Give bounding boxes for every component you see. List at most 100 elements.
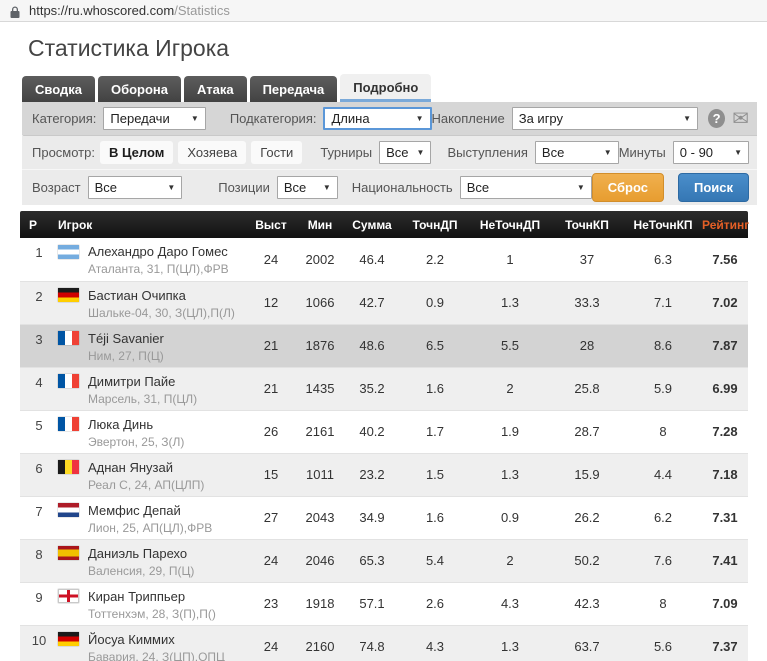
player-cell: Мемфис Депай Лион, 25, АП(ЦЛ),ФРВ xyxy=(58,496,246,540)
header-rank[interactable]: Р xyxy=(20,211,58,238)
player-name-link[interactable]: Аднан Янузай xyxy=(88,459,173,475)
acc-long-cell: 1.5 xyxy=(400,453,470,497)
positions-value: Все xyxy=(283,180,307,195)
filter-panel: Категория: Передачи ▼ Подкатегория: Длин… xyxy=(22,102,757,205)
acc-short-cell: 50.2 xyxy=(550,539,624,583)
chevron-down-icon: ▼ xyxy=(734,148,742,157)
mail-icon[interactable]: ✉ xyxy=(732,107,749,130)
player-cell: Димитри Пайе Марсель, 31, П(ЦЛ) xyxy=(58,367,246,411)
player-cell: Алехандро Даро Гомес Аталанта, 31, П(ЦЛ)… xyxy=(58,238,246,282)
player-name-link[interactable]: Бастиан Очипка xyxy=(88,287,186,303)
accumulation-select[interactable]: За игру ▼ xyxy=(511,107,699,130)
header-minutes[interactable]: Мин xyxy=(296,211,344,238)
player-name-link[interactable]: Йосуа Киммих xyxy=(88,631,175,647)
acc-short-cell: 28 xyxy=(550,324,624,368)
player-info: Реал С, 24, АП(ЦЛП) xyxy=(88,477,205,492)
inacc-short-cell: 7.6 xyxy=(624,539,702,583)
page-title: Статистика Игрока xyxy=(28,35,230,61)
player-cell: Аднан Янузай Реал С, 24, АП(ЦЛП) xyxy=(58,453,246,497)
tab-passing[interactable]: Передача xyxy=(249,76,338,102)
rating-cell: 7.18 xyxy=(702,453,748,497)
country-flag-icon xyxy=(58,589,79,603)
player-name-link[interactable]: Киран Триппьер xyxy=(88,588,186,604)
player-name-link[interactable]: Алехандро Даро Гомес xyxy=(88,244,228,259)
minutes-cell: 2002 xyxy=(296,238,344,282)
header-acc-long[interactable]: ТочнДП xyxy=(400,211,470,238)
table-row[interactable]: 3 Téji Savanier Ним, 27, П(Ц) 21 1876 48… xyxy=(20,324,748,368)
player-name-link[interactable]: Téji Savanier xyxy=(88,330,164,346)
search-button[interactable]: Поиск xyxy=(677,173,749,202)
country-flag-icon xyxy=(58,546,79,560)
table-row[interactable]: 10 Йосуа Киммих Бавария, 24, З(ЦП),ОПЦ 2… xyxy=(20,625,748,661)
player-info: Марсель, 31, П(ЦЛ) xyxy=(88,391,198,406)
inacc-long-cell: 1.3 xyxy=(470,281,550,325)
minutes-select[interactable]: 0 - 90 ▼ xyxy=(672,141,749,164)
acc-long-cell: 6.5 xyxy=(400,324,470,368)
acc-short-cell: 26.2 xyxy=(550,496,624,540)
acc-short-cell: 28.7 xyxy=(550,410,624,454)
player-name-link[interactable]: Даниэль Парехо xyxy=(88,545,188,561)
tab-detailed[interactable]: Подробно xyxy=(340,74,432,102)
table-row[interactable]: 9 Киран Триппьер Тоттенхэм, 28, З(П),П()… xyxy=(20,582,748,626)
total-cell: 65.3 xyxy=(344,539,400,583)
table-row[interactable]: 5 Люка Динь Эвертон, 25, З(Л) 26 2161 40… xyxy=(20,410,748,454)
table-row[interactable]: 6 Аднан Янузай Реал С, 24, АП(ЦЛП) 15 10… xyxy=(20,453,748,497)
total-cell: 23.2 xyxy=(344,453,400,497)
table-row[interactable]: 4 Димитри Пайе Марсель, 31, П(ЦЛ) 21 143… xyxy=(20,367,748,411)
subcategory-select[interactable]: Длина ▼ xyxy=(323,107,432,130)
header-inacc-long[interactable]: НеТочнДП xyxy=(470,211,550,238)
view-option-overall[interactable]: В Целом xyxy=(99,141,174,164)
acc-short-cell: 37 xyxy=(550,238,624,282)
filter-row-view: Просмотр: В Целом Хозяева Гости Турниры … xyxy=(22,136,757,169)
player-info: Лион, 25, АП(ЦЛ),ФРВ xyxy=(88,520,213,535)
player-name-link[interactable]: Мемфис Депай xyxy=(88,502,181,518)
appearances-select[interactable]: Все ▼ xyxy=(534,141,619,164)
rank-cell: 1 xyxy=(20,238,58,282)
tab-defensive[interactable]: Оборона xyxy=(97,76,182,102)
reset-button[interactable]: Сброс xyxy=(591,173,664,202)
subcategory-label: Подкатегория: xyxy=(229,111,317,126)
country-flag-icon xyxy=(58,417,79,431)
table-row[interactable]: 8 Даниэль Парехо Валенсия, 29, П(Ц) 24 2… xyxy=(20,539,748,583)
age-select[interactable]: Все ▼ xyxy=(87,176,183,199)
view-option-home[interactable]: Хозяева xyxy=(178,141,247,164)
header-player[interactable]: Игрок xyxy=(58,211,246,238)
acc-short-cell: 42.3 xyxy=(550,582,624,626)
view-label: Просмотр: xyxy=(32,145,95,160)
player-name-link[interactable]: Димитри Пайе xyxy=(88,373,176,389)
header-total[interactable]: Сумма xyxy=(344,211,400,238)
total-cell: 48.6 xyxy=(344,324,400,368)
rank-cell: 10 xyxy=(20,625,58,661)
player-info: Эвертон, 25, З(Л) xyxy=(88,434,185,449)
minutes-cell: 2160 xyxy=(296,625,344,661)
header-rating[interactable]: Рейтинг xyxy=(702,211,749,238)
total-cell: 35.2 xyxy=(344,367,400,411)
rating-cell: 7.31 xyxy=(702,496,748,540)
table-row[interactable]: 1 Алехандро Даро Гомес Аталанта, 31, П(Ц… xyxy=(20,238,748,282)
accumulation-value: За игру xyxy=(518,111,564,126)
category-select[interactable]: Передачи ▼ xyxy=(103,107,206,130)
address-bar[interactable]: https://ru.whoscored.com/Statistics xyxy=(0,0,767,22)
apps-cell: 21 xyxy=(246,324,296,368)
view-option-away[interactable]: Гости xyxy=(251,141,303,164)
url-text[interactable]: https://ru.whoscored.com/Statistics xyxy=(29,3,230,18)
nationality-select[interactable]: Все ▼ xyxy=(459,176,592,199)
rank-cell: 7 xyxy=(20,496,58,540)
acc-long-cell: 2.6 xyxy=(400,582,470,626)
tab-offensive[interactable]: Атака xyxy=(184,76,247,102)
acc-long-cell: 1.6 xyxy=(400,496,470,540)
header-apps[interactable]: Выст xyxy=(246,211,296,238)
header-acc-short[interactable]: ТочнКП xyxy=(550,211,624,238)
table-row[interactable]: 2 Бастиан Очипка Шальке-04, 30, З(ЦЛ),П(… xyxy=(20,281,748,325)
inacc-long-cell: 5.5 xyxy=(470,324,550,368)
header-inacc-short[interactable]: НеТочнКП xyxy=(624,211,702,238)
chevron-down-icon: ▼ xyxy=(190,114,199,123)
help-icon[interactable]: ? xyxy=(708,109,726,128)
player-name-link[interactable]: Люка Динь xyxy=(88,416,154,432)
tournaments-select[interactable]: Все ▼ xyxy=(379,141,432,164)
table-row[interactable]: 7 Мемфис Депай Лион, 25, АП(ЦЛ),ФРВ 27 2… xyxy=(20,496,748,540)
positions-select[interactable]: Все ▼ xyxy=(276,176,338,199)
acc-long-cell: 5.4 xyxy=(400,539,470,583)
appearances-label: Выступления xyxy=(447,145,528,160)
tab-summary[interactable]: Сводка xyxy=(22,76,95,102)
